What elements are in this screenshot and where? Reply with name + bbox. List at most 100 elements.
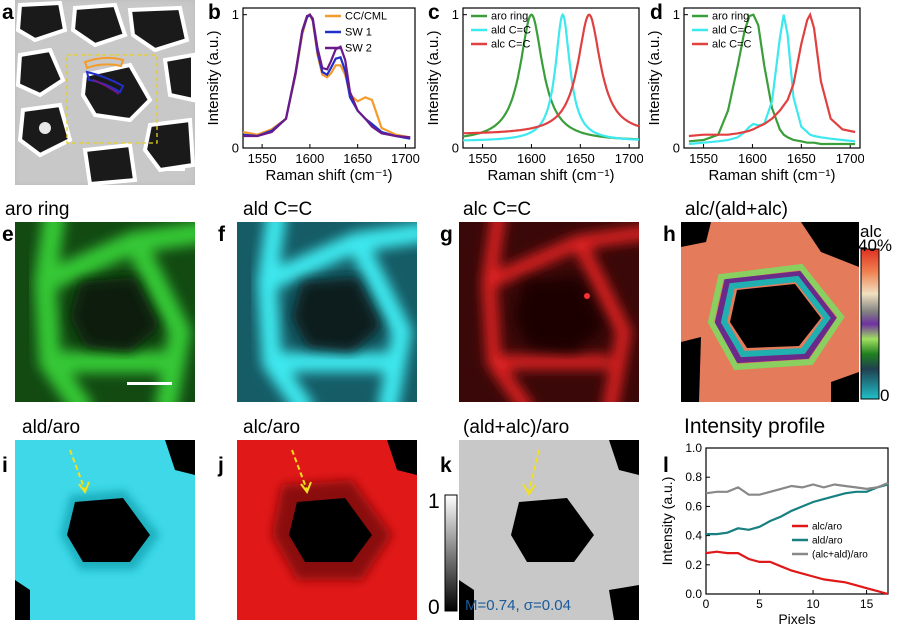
x-tick-label: 1600: [295, 151, 324, 166]
colorbar-sum-aro: [444, 494, 458, 612]
x-tick-label: 1650: [566, 151, 595, 166]
title-ald-cc: ald C=C: [243, 199, 313, 220]
title-ald-aro: ald/aro: [22, 417, 81, 438]
panel-letter-a: a: [2, 1, 14, 24]
series-line: [462, 12, 640, 142]
map-alc-cc: [459, 222, 639, 402]
legend-entry: aro ring: [712, 11, 749, 23]
map-sum-aro: [459, 440, 639, 620]
x-tick-label: 1650: [787, 151, 816, 166]
colorbar-k-top: 1: [428, 490, 440, 513]
x-tick-label: 1550: [248, 151, 277, 166]
map-ald-aro: [15, 440, 195, 620]
panel-letter-l: l: [663, 454, 669, 477]
stats-label: M=0.74, σ=0.04: [465, 597, 571, 614]
legend-entry: alc C=C: [491, 39, 530, 51]
legend-entry: CC/CML: [345, 11, 387, 23]
legend-entry: aro ring: [491, 11, 528, 23]
title-aro-ring: aro ring: [5, 199, 70, 220]
y-tick-label: 1.0: [685, 441, 702, 455]
series-line: [705, 481, 889, 496]
series-line: [688, 11, 856, 138]
x-axis-label: Raman shift (cm⁻¹): [708, 167, 835, 184]
panel-letter-b: b: [208, 1, 221, 24]
colorbar-h-bottom: 0: [880, 386, 890, 405]
series-line: [688, 13, 856, 146]
series-line: [705, 550, 889, 596]
panel-letter-h: h: [663, 223, 676, 246]
y-tick-label: 1: [232, 7, 239, 22]
x-tick-label: 15: [860, 597, 874, 611]
spectrum-chart-d: 1550 1600 1650 1700 0 1 Raman shift (cm⁻¹) Inte…: [646, 7, 864, 184]
plot-frame: [242, 7, 416, 149]
x-tick-label: 1550: [689, 151, 718, 166]
y-tick-label: 0.6: [685, 499, 702, 513]
series-line: [706, 483, 889, 536]
x-axis-label: Pixels: [778, 611, 815, 624]
title-alc-aro: alc/aro: [243, 417, 301, 438]
colorbar-h-top: 40%: [858, 236, 893, 255]
panel-letter-g: g: [440, 223, 453, 246]
map-ald-cc: [237, 222, 417, 402]
legend-entry: (alc+ald)/aro: [812, 549, 868, 560]
plot-frame: [683, 7, 861, 149]
legend-entry: ald/aro: [812, 535, 843, 546]
title-intensity-profile: Intensity profile: [684, 415, 826, 438]
y-tick-label: 0: [673, 140, 680, 155]
y-axis-label: Intensity (a.u.): [646, 30, 663, 125]
x-axis-label: Raman shift (cm⁻¹): [487, 167, 614, 184]
y-tick-label: 0: [452, 140, 459, 155]
x-tick-label: 10: [806, 597, 820, 611]
colorbar-alc-ratio: [860, 248, 880, 400]
panel-letter-i: i: [2, 454, 8, 477]
x-tick-label: 1650: [343, 151, 372, 166]
y-tick-label: 0.2: [685, 558, 702, 572]
map-alc-ratio: [681, 222, 859, 402]
panel-letter-k: k: [440, 454, 452, 477]
y-tick-label: 1: [673, 7, 680, 22]
legend-entry: SW 1: [345, 27, 372, 39]
panel-letter-c: c: [428, 1, 440, 24]
x-axis-label: Raman shift (cm⁻¹): [265, 167, 392, 184]
colorbar-h-label: alc: [860, 222, 882, 241]
x-tick-label: 1550: [468, 151, 497, 166]
y-axis-label: Intensity (a.u.): [660, 477, 675, 566]
y-tick-label: 1: [452, 7, 459, 22]
legend-entry: SW 2: [345, 43, 372, 55]
series-line: [688, 14, 856, 146]
profile-chart-l: 0 5 10 15 0.0 0.2 0.4 0.6 0.8 1.0 Pixels Intensity …: [660, 441, 889, 624]
title-alc-ratio: alc/(ald+alc): [685, 199, 788, 220]
legend-entry: alc/aro: [812, 521, 842, 532]
legend-entry: alc C=C: [712, 39, 751, 51]
panel-letter-e: e: [2, 223, 14, 246]
y-tick-label: 0: [232, 140, 239, 155]
series-line: [243, 13, 411, 139]
x-tick-label: 1600: [738, 151, 767, 166]
legend-entry: ald C=C: [712, 25, 752, 37]
spectrum-chart-c: 1550 1600 1650 1700 0 1 Raman shift (cm⁻¹) Inte…: [425, 7, 643, 184]
x-tick-label: 0: [703, 597, 710, 611]
panel-letter-f: f: [218, 223, 225, 246]
series-line: [462, 13, 640, 135]
title-alc-cc: alc C=C: [463, 199, 532, 220]
x-tick-label: 1700: [615, 151, 643, 166]
colorbar-k-bottom: 0: [428, 596, 440, 619]
panel-letter-d: d: [650, 1, 663, 24]
title-sum-aro: (ald+alc)/aro: [463, 417, 570, 438]
y-axis-label: Intensity (a.u.): [425, 30, 442, 125]
y-axis-label: Intensity (a.u.): [205, 30, 222, 125]
plot-frame: [705, 447, 889, 595]
x-tick-label: 1700: [391, 151, 420, 166]
plot-frame: [462, 7, 640, 149]
y-tick-label: 0.8: [685, 470, 702, 484]
legend-entry: ald C=C: [491, 25, 531, 37]
panel-letter-j: j: [218, 454, 224, 477]
x-tick-label: 1600: [517, 151, 546, 166]
x-tick-label: 5: [756, 597, 763, 611]
x-tick-label: 1700: [836, 151, 864, 166]
y-tick-label: 0.4: [685, 529, 702, 543]
map-alc-aro: [237, 440, 417, 620]
micrograph-a: [15, 0, 195, 185]
y-tick-label: 0.0: [685, 587, 702, 601]
map-aro-ring: [15, 222, 195, 402]
